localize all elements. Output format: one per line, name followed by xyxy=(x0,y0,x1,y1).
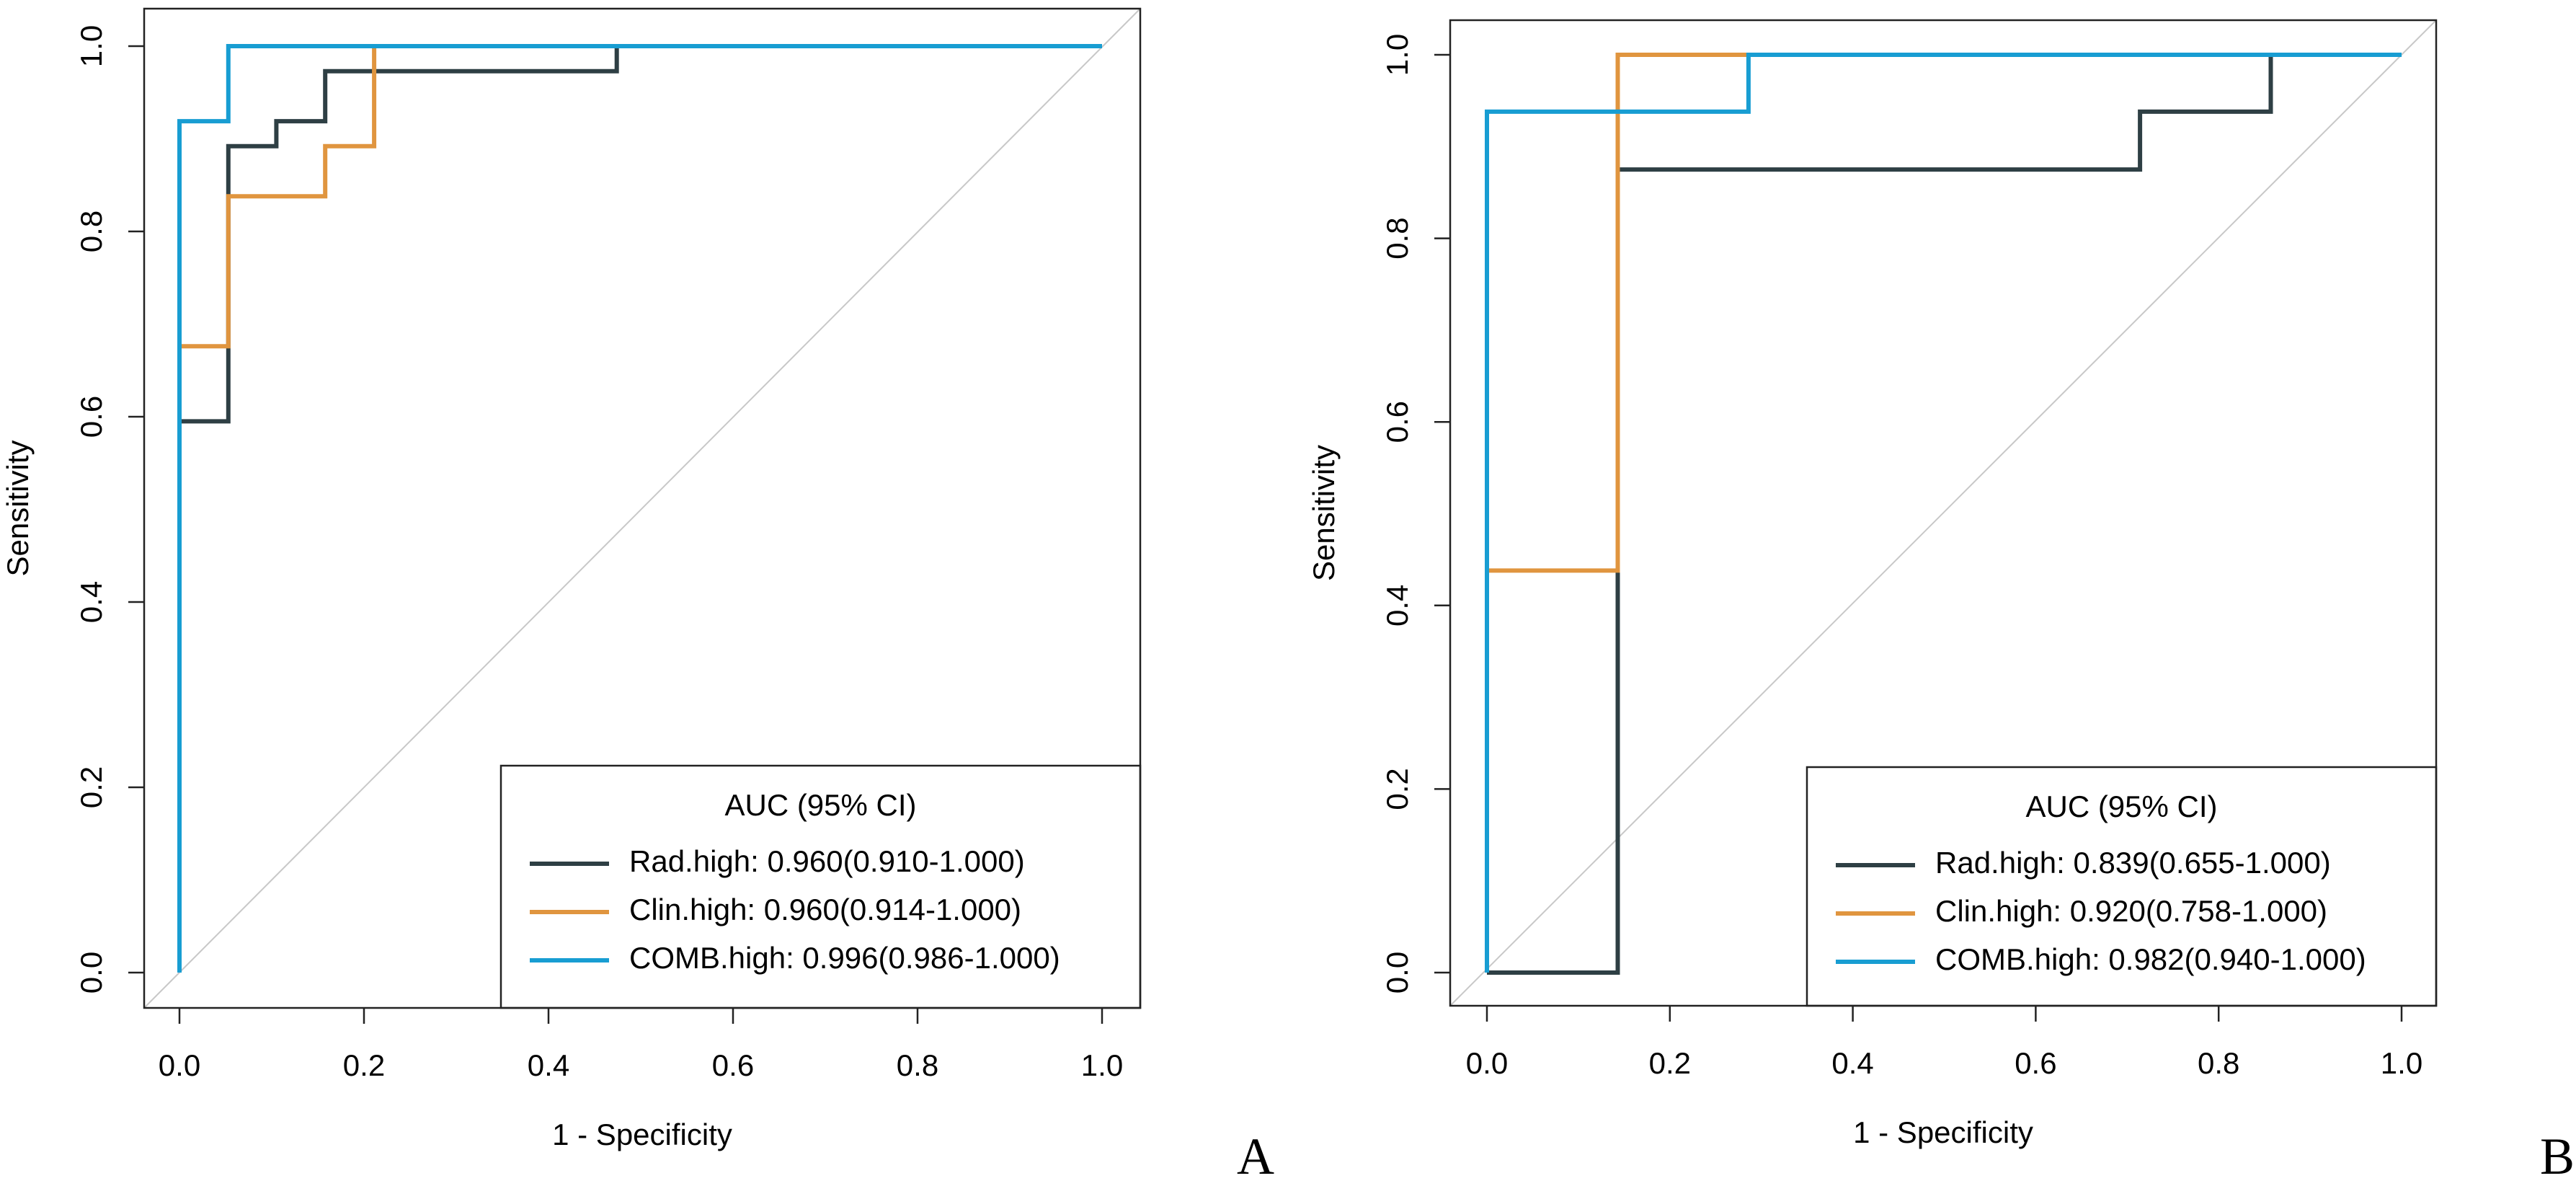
panel-b-chart: 0.0 0.2 0.4 0.6 0.8 1.0 0.0 0.2 0.4 0.6 … xyxy=(1307,19,2575,1185)
panel-b-y-tick-label: 0.6 xyxy=(1380,401,1414,443)
panel-a-x-tick-labels: 0.0 0.2 0.4 0.6 0.8 1.0 xyxy=(159,1048,1123,1082)
panel-a-roc-line-comb xyxy=(177,44,1102,973)
panel-a-y-tick-label: 1.0 xyxy=(74,25,108,67)
panel-b-y-tick-label: 1.0 xyxy=(1380,34,1414,76)
panel-b-y-tick-label: 0.2 xyxy=(1380,768,1414,810)
panel-b-reference-diagonal xyxy=(1449,19,2437,1006)
panel-b-x-tick-label: 0.8 xyxy=(2198,1046,2239,1080)
panel-a-x-tick-label: 0.0 xyxy=(159,1048,200,1082)
panel-b-roc-line-rad xyxy=(1487,53,2402,975)
panel-a-y-tick-label: 0.0 xyxy=(74,952,108,994)
panel-a-plot-frame xyxy=(143,7,1142,1009)
panel-a-y-tick-labels: 0.0 0.2 0.4 0.6 0.8 1.0 xyxy=(74,25,108,994)
panel-b-label: B xyxy=(2540,1128,2575,1185)
panel-a-x-tick-label: 0.4 xyxy=(528,1048,569,1082)
panel-a-y-tick-label: 0.4 xyxy=(74,581,108,623)
panel-a-legend-entry-clin: Clin.high: 0.960(0.914-1.000) xyxy=(629,893,1021,926)
panel-b-legend-entry-comb: COMB.high: 0.982(0.940-1.000) xyxy=(1935,942,2366,976)
panel-b-y-tick-label: 0.8 xyxy=(1380,217,1414,259)
panel-a-roc-line-clin xyxy=(177,44,1102,973)
panel-b-y-tick-labels: 0.0 0.2 0.4 0.6 0.8 1.0 xyxy=(1380,34,1414,994)
panel-a-legend-entry-rad: Rad.high: 0.960(0.910-1.000) xyxy=(629,844,1025,878)
panel-b-y-tick-label: 0.4 xyxy=(1380,585,1414,627)
panel-a-y-tick-label: 0.6 xyxy=(74,396,108,438)
panel-b-x-tick-label: 0.4 xyxy=(1831,1046,1873,1080)
panel-b-plot-frame xyxy=(1449,19,2438,1007)
panel-b-plot-layer xyxy=(1434,19,2438,1022)
panel-b-legend-entry-clin: Clin.high: 0.920(0.758-1.000) xyxy=(1935,894,2327,928)
panel-a-x-axis-title: 1 - Specificity xyxy=(552,1118,732,1151)
panel-b-y-axis-title: Sensitivity xyxy=(1307,445,1341,581)
panel-a-x-tick-label: 0.2 xyxy=(343,1048,385,1082)
panel-b-legend-box xyxy=(1806,766,2438,1007)
panel-b-y-tick-label: 0.0 xyxy=(1380,952,1414,994)
panel-b-x-tick-label: 1.0 xyxy=(2381,1046,2422,1080)
panel-a-roc-line-rad xyxy=(177,44,1102,973)
panel-b-legend-entry-rad: Rad.high: 0.839(0.655-1.000) xyxy=(1935,846,2331,880)
panel-a-legend-title: AUC (95% CI) xyxy=(724,788,916,822)
panel-b-x-tick-label: 0.0 xyxy=(1466,1046,1508,1080)
panel-a-x-tick-label: 0.8 xyxy=(897,1048,938,1082)
panel-b-x-tick-label: 0.6 xyxy=(2015,1046,2056,1080)
panel-b-x-tick-label: 0.2 xyxy=(1649,1046,1691,1080)
panel-b-roc-line-comb xyxy=(1485,53,2402,973)
panel-a-label: A xyxy=(1237,1128,1274,1185)
panel-a-y-tick-label: 0.8 xyxy=(74,211,108,252)
panel-a-chart: 0.0 0.2 0.4 0.6 0.8 1.0 0.0 0.2 0.4 0.6 … xyxy=(1,7,1274,1185)
panel-b-legend-title: AUC (95% CI) xyxy=(2025,789,2217,823)
panel-a-x-tick-label: 0.6 xyxy=(712,1048,754,1082)
panel-a-x-tick-label: 1.0 xyxy=(1081,1048,1123,1082)
panel-a-reference-diagonal xyxy=(143,8,1141,1009)
panel-a-plot-layer xyxy=(128,7,1142,1024)
panel-b-x-axis-title: 1 - Specificity xyxy=(1853,1115,2033,1149)
panel-a-y-tick-label: 0.2 xyxy=(74,766,108,808)
panel-a-legend-entry-comb: COMB.high: 0.996(0.986-1.000) xyxy=(629,941,1060,975)
panel-b-x-tick-labels: 0.0 0.2 0.4 0.6 0.8 1.0 xyxy=(1466,1046,2422,1080)
panel-a-y-axis-title: Sensitivity xyxy=(1,440,35,576)
